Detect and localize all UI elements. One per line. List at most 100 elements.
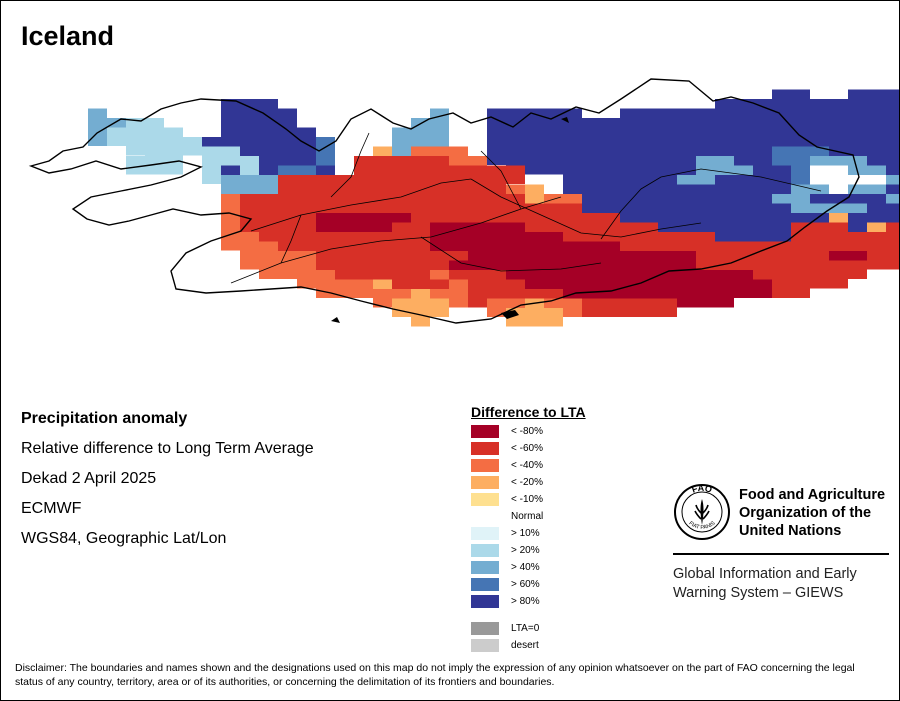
fao-logo-icon: FAO FIAT PANIS <box>674 483 730 540</box>
legend-label: < -40% <box>511 460 543 471</box>
anomaly-cell <box>316 279 335 298</box>
region-boundaries <box>230 132 822 284</box>
coastline <box>28 78 860 324</box>
legend-extra-entries: LTA=0 desert <box>471 621 631 655</box>
island <box>331 317 340 323</box>
region-boundary <box>330 132 370 198</box>
legend-title: Difference to LTA <box>471 404 586 420</box>
legend-label: < -10% <box>511 494 543 505</box>
map-metadata: Precipitation anomaly Relative differenc… <box>21 409 314 559</box>
legend-item: desert <box>471 638 631 655</box>
anomaly-cell <box>449 289 468 308</box>
anomaly-cell <box>506 165 525 184</box>
anomaly-cell <box>88 127 107 146</box>
legend-item: > 20% <box>471 543 631 560</box>
anomaly-cell <box>563 298 582 317</box>
legend-swatch <box>471 595 499 608</box>
anomaly-cell <box>240 251 259 270</box>
anomaly-cell <box>278 260 297 279</box>
legend-swatch <box>471 561 499 574</box>
anomaly-cell <box>487 146 506 165</box>
organization-system: Global Information and Early Warning Sys… <box>673 566 857 601</box>
anomaly-cell <box>601 298 620 317</box>
anomaly-cell <box>259 260 278 279</box>
region-boundary <box>250 178 472 232</box>
legend-label: > 10% <box>511 528 540 539</box>
anomaly-cell <box>487 298 506 317</box>
anomaly-cell <box>525 156 544 175</box>
metadata-source: ECMWF <box>21 500 82 517</box>
legend-item: > 10% <box>471 526 631 543</box>
anomaly-cell <box>772 279 791 298</box>
metadata-projection: WGS84, Geographic Lat/Lon <box>21 530 227 547</box>
legend-item: LTA=0 <box>471 621 631 638</box>
island <box>561 117 569 123</box>
anomaly-cell <box>620 298 639 317</box>
legend-item: Normal <box>471 509 631 526</box>
legend-label: > 80% <box>511 596 540 607</box>
anomaly-cell <box>430 298 449 317</box>
legend-item: > 80% <box>471 594 631 611</box>
iceland-outline <box>28 78 860 324</box>
legend-item: > 60% <box>471 577 631 594</box>
map-title: Iceland <box>21 21 115 51</box>
legend-label: < -80% <box>511 426 543 437</box>
anomaly-cell <box>145 156 164 175</box>
anomaly-cell <box>867 251 886 270</box>
legend-swatch <box>471 622 499 635</box>
anomaly-cell <box>791 279 810 298</box>
legend-label: < -60% <box>511 443 543 454</box>
legend-swatch <box>471 459 499 472</box>
map-legend: Difference to LTA < -80% < -60% < -40% < -2… <box>471 404 631 655</box>
anomaly-cell <box>525 308 544 327</box>
island <box>501 310 519 319</box>
region-boundary <box>280 214 302 264</box>
metadata-variable: Precipitation anomaly <box>21 410 188 427</box>
metadata-description: Relative difference to Long Term Average <box>21 440 314 457</box>
legend-swatch <box>471 544 499 557</box>
anomaly-cell <box>677 289 696 308</box>
legend-label: > 40% <box>511 562 540 573</box>
organization-divider <box>673 553 889 555</box>
anomaly-cell <box>544 308 563 327</box>
anomaly-cell <box>202 165 221 184</box>
legend-swatch <box>471 639 499 652</box>
anomaly-cell <box>734 279 753 298</box>
anomaly-cell <box>848 260 867 279</box>
legend-item: < -60% <box>471 441 631 458</box>
svg-text:FIAT PANIS: FIAT PANIS <box>687 520 716 531</box>
anomaly-cell <box>886 251 899 270</box>
anomaly-cell <box>696 289 715 308</box>
anomaly-cell <box>639 298 658 317</box>
legend-item: > 40% <box>471 560 631 577</box>
metadata-period: Dekad 2 April 2025 <box>21 470 157 487</box>
anomaly-cell <box>829 270 848 289</box>
region-boundary <box>230 196 562 284</box>
legend-entries: < -80% < -60% < -40% < -20% < -10% Normal > 10… <box>471 424 631 611</box>
legend-swatch <box>471 442 499 455</box>
anomaly-cell <box>335 279 354 298</box>
anomaly-cell <box>544 156 563 175</box>
region-boundary <box>480 150 522 210</box>
anomaly-cell <box>715 289 734 308</box>
anomaly-cell <box>107 127 126 146</box>
legend-label: > 20% <box>511 545 540 556</box>
legend-item: < -80% <box>471 424 631 441</box>
legend-label: LTA=0 <box>511 623 540 634</box>
anomaly-cell <box>126 156 145 175</box>
anomaly-cell <box>354 279 373 298</box>
legend-swatch <box>471 476 499 489</box>
anomaly-grid <box>88 89 899 327</box>
anomaly-cell <box>810 270 829 289</box>
anomaly-cell <box>392 298 411 317</box>
organization-name: Food and Agriculture Organization of the… <box>739 487 886 539</box>
anomaly-cell <box>411 308 430 327</box>
region-boundary <box>470 178 702 238</box>
anomaly-cell <box>468 289 487 308</box>
disclaimer-text: Disclaimer: The boundaries and names sho… <box>15 662 855 688</box>
anomaly-cell <box>126 137 145 156</box>
anomaly-cell <box>753 279 772 298</box>
legend-item: < -20% <box>471 475 631 492</box>
legend-label: < -20% <box>511 477 543 488</box>
